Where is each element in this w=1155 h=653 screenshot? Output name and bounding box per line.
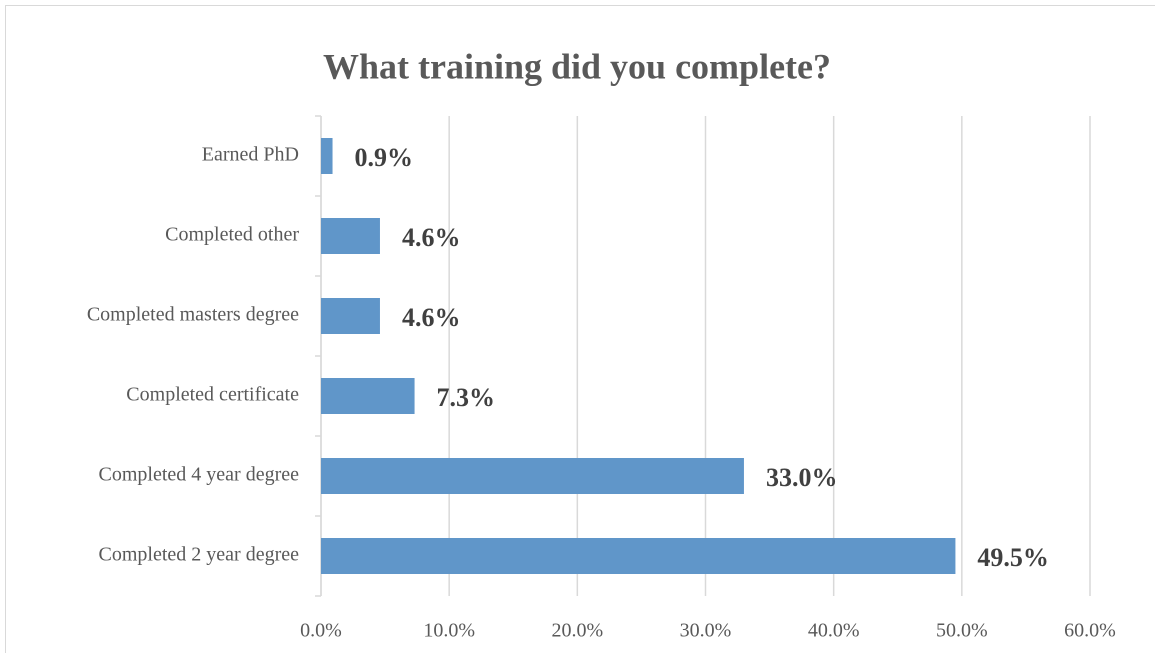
x-tick-label: 0.0%: [300, 620, 342, 642]
y-tick-label: Completed masters degree: [87, 304, 299, 326]
value-label: 49.5%: [977, 543, 1049, 572]
bar: [321, 458, 744, 494]
value-label: 0.9%: [355, 143, 414, 172]
chart-title: What training did you complete?: [323, 46, 831, 86]
bar: [321, 298, 380, 334]
y-tick-label: Completed 2 year degree: [99, 544, 300, 566]
bar: [321, 138, 333, 174]
y-tick-label: Earned PhD: [202, 144, 299, 166]
bar: [321, 218, 380, 254]
x-tick-label: 60.0%: [1064, 620, 1116, 642]
value-label: 4.6%: [402, 303, 461, 332]
x-tick-label: 50.0%: [936, 620, 988, 642]
x-tick-label: 30.0%: [680, 620, 732, 642]
x-tick-label: 20.0%: [551, 620, 603, 642]
y-tick-label: Completed certificate: [126, 384, 299, 406]
bar: [321, 538, 956, 574]
value-label: 7.3%: [437, 383, 496, 412]
y-tick-label: Completed 4 year degree: [99, 464, 300, 486]
value-label: 33.0%: [766, 463, 838, 492]
x-tick-label: 10.0%: [423, 620, 475, 642]
bar: [321, 378, 415, 414]
value-label: 4.6%: [402, 223, 461, 252]
x-tick-label: 40.0%: [808, 620, 860, 642]
y-tick-label: Completed other: [165, 224, 299, 246]
